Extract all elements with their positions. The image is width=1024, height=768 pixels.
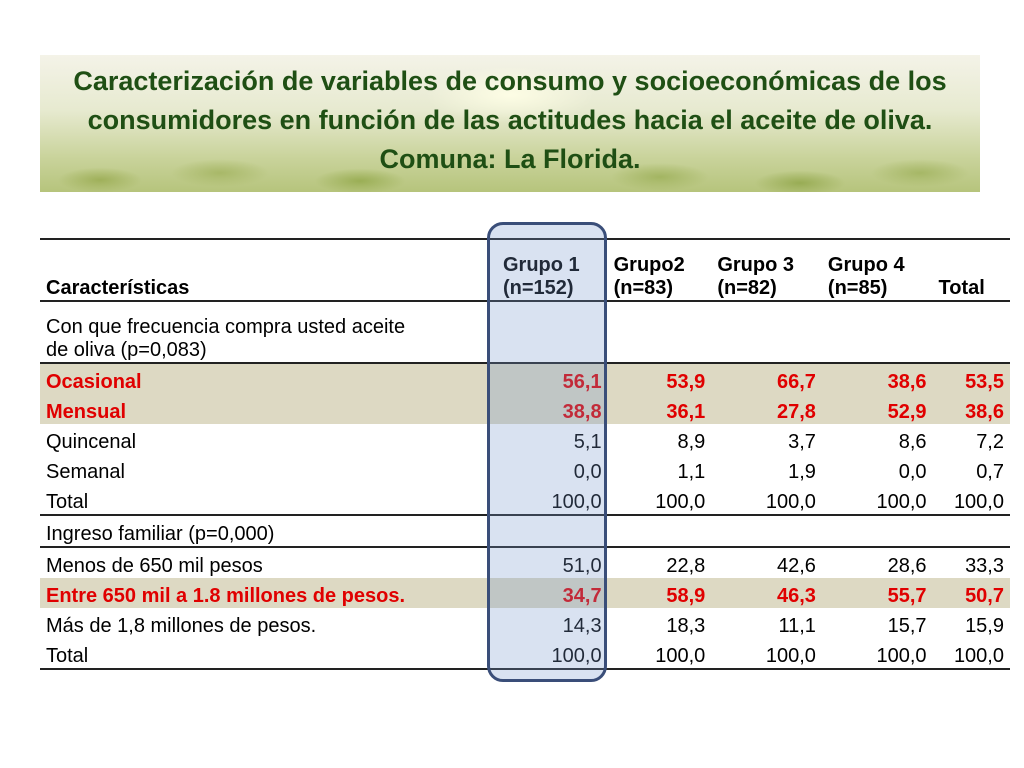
cell-grupo-3: 27,8 bbox=[711, 394, 822, 424]
table-row: Más de 1,8 millones de pesos. 14,3 18,3 … bbox=[40, 608, 1010, 638]
cell-grupo-1: 34,7 bbox=[497, 578, 608, 608]
table-row: Entre 650 mil a 1.8 millones de pesos. 3… bbox=[40, 578, 1010, 608]
row-label: Quincenal bbox=[46, 431, 137, 453]
cell-grupo-1: 5,1 bbox=[573, 431, 602, 453]
row-label: Entre 650 mil a 1.8 millones de pesos. bbox=[40, 578, 497, 608]
cell-grupo-4: 100,0 bbox=[876, 491, 927, 513]
cell-grupo-2: 36,1 bbox=[607, 394, 712, 424]
section-heading-line1: Con que frecuencia compra usted aceite bbox=[46, 316, 406, 338]
cell-total: 7,2 bbox=[976, 431, 1004, 453]
cell-grupo-2: 100,0 bbox=[607, 638, 712, 670]
header-grupo-3: Grupo 3 (n=82) bbox=[717, 254, 794, 299]
cell-grupo-3: 1,9 bbox=[788, 461, 816, 483]
header-caracteristicas: Características bbox=[46, 277, 190, 299]
cell-total: 100,0 bbox=[932, 638, 1010, 670]
cell-grupo-2: 1,1 bbox=[677, 461, 706, 483]
header-grupo-2: Grupo2 (n=83) bbox=[613, 254, 685, 299]
cell-grupo-1: 100,0 bbox=[551, 491, 602, 513]
cell-grupo-4: 100,0 bbox=[821, 638, 933, 670]
cell-grupo-2: 18,3 bbox=[666, 615, 706, 637]
row-label: Mensual bbox=[40, 394, 497, 424]
cell-grupo-1: 14,3 bbox=[562, 615, 602, 637]
cell-grupo-3: 11,1 bbox=[778, 615, 816, 637]
consumer-characteristics-table: Características Grupo 1 (n=152) Grupo2 (n=… bbox=[40, 238, 1010, 670]
cell-grupo-3: 100,0 bbox=[765, 491, 816, 513]
cell-total: 0,7 bbox=[976, 461, 1004, 483]
table-row: Mensual 38,8 36,1 27,8 52,9 38,6 bbox=[40, 394, 1010, 424]
header-total: Total bbox=[938, 277, 985, 299]
table-header-row: Características Grupo 1 (n=152) Grupo2 (n=… bbox=[40, 239, 1010, 301]
cell-total: 100,0 bbox=[953, 491, 1004, 513]
table-row: Semanal 0,0 1,1 1,9 0,0 0,7 bbox=[40, 454, 1010, 484]
row-label: Total bbox=[40, 638, 497, 670]
cell-grupo-2: 100,0 bbox=[655, 491, 706, 513]
cell-grupo-4: 8,6 bbox=[898, 431, 927, 453]
row-label: Semanal bbox=[46, 461, 125, 483]
cell-grupo-3: 66,7 bbox=[711, 362, 822, 394]
cell-grupo-1: 100,0 bbox=[497, 638, 608, 670]
cell-grupo-4: 15,7 bbox=[887, 615, 927, 637]
cell-total: 50,7 bbox=[932, 578, 1010, 608]
row-label: Total bbox=[46, 491, 89, 513]
cell-grupo-1: 0,0 bbox=[573, 461, 602, 483]
cell-grupo-4: 38,6 bbox=[821, 362, 933, 394]
cell-total: 38,6 bbox=[932, 394, 1010, 424]
row-label: Más de 1,8 millones de pesos. bbox=[46, 615, 317, 637]
cell-grupo-3: 3,7 bbox=[788, 431, 816, 453]
section-heading-frecuencia: Con que frecuencia compra usted aceite de… bbox=[40, 301, 1010, 363]
section-heading-line2: de oliva (p=0,083) bbox=[46, 339, 207, 361]
cell-total: 33,3 bbox=[932, 546, 1010, 578]
cell-grupo-2: 58,9 bbox=[607, 578, 712, 608]
row-label: Ocasional bbox=[40, 362, 497, 394]
header-grupo-4: Grupo 4 (n=85) bbox=[827, 254, 905, 299]
cell-grupo-4: 55,7 bbox=[821, 578, 933, 608]
slide-title: Caracterización de variables de consumo … bbox=[73, 66, 947, 174]
cell-grupo-2: 8,9 bbox=[677, 431, 706, 453]
table-row: Ocasional 56,1 53,9 66,7 38,6 53,5 bbox=[40, 362, 1010, 394]
cell-total: 15,9 bbox=[965, 615, 1004, 637]
table-row: Menos de 650 mil pesos 51,0 22,8 42,6 28… bbox=[40, 546, 1010, 578]
cell-total: 53,5 bbox=[932, 362, 1010, 394]
cell-grupo-1: 51,0 bbox=[497, 546, 608, 578]
cell-grupo-1: 56,1 bbox=[497, 362, 608, 394]
cell-grupo-1: 38,8 bbox=[497, 394, 608, 424]
table-row: Quincenal 5,1 8,9 3,7 8,6 7,2 bbox=[40, 424, 1010, 454]
section-heading-line1: Ingreso familiar (p=0,000) bbox=[40, 514, 1010, 547]
table-row-total: Total 100,0 100,0 100,0 100,0 100,0 bbox=[40, 484, 1010, 515]
row-label: Menos de 650 mil pesos bbox=[40, 546, 497, 578]
olive-banner-image bbox=[40, 55, 980, 192]
table-row-total: Total 100,0 100,0 100,0 100,0 100,0 bbox=[40, 638, 1010, 670]
cell-grupo-2: 22,8 bbox=[607, 546, 712, 578]
cell-grupo-4: 28,6 bbox=[821, 546, 933, 578]
cell-grupo-3: 42,6 bbox=[711, 546, 822, 578]
cell-grupo-4: 52,9 bbox=[821, 394, 933, 424]
header-grupo-1: Grupo 1 (n=152) bbox=[503, 254, 580, 299]
cell-grupo-3: 46,3 bbox=[711, 578, 822, 608]
cell-grupo-4: 0,0 bbox=[898, 461, 927, 483]
section-heading-ingreso: Ingreso familiar (p=0,000) bbox=[40, 514, 1010, 547]
cell-grupo-2: 53,9 bbox=[607, 362, 712, 394]
cell-grupo-3: 100,0 bbox=[711, 638, 822, 670]
